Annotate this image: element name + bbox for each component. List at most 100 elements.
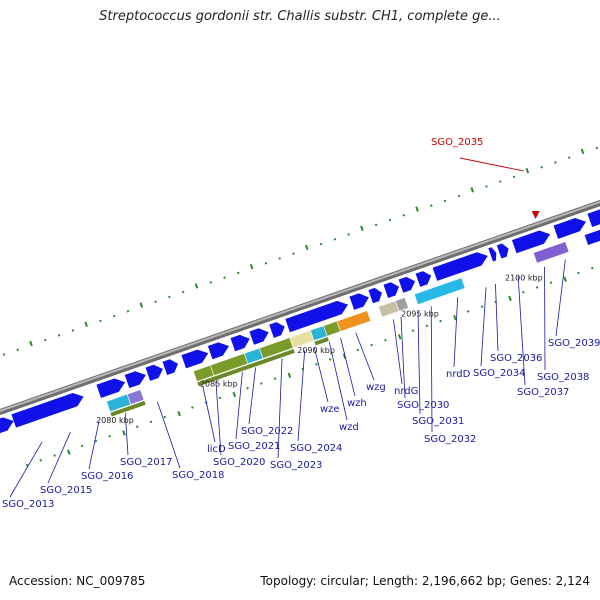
tick-mark-lower xyxy=(563,276,567,282)
tick-mark-lower xyxy=(522,290,525,294)
tick-mark-upper xyxy=(457,194,461,198)
gene-label: SGO_2036 xyxy=(490,353,542,364)
gene-label: wzd xyxy=(339,422,359,433)
kbp-mark-label: 2100 kbp xyxy=(505,273,543,282)
tick-mark-lower xyxy=(425,324,429,328)
tick-mark-upper xyxy=(292,252,295,255)
tick-mark-lower xyxy=(549,281,553,284)
gene-leader-line xyxy=(480,287,487,367)
gene-arrow xyxy=(181,349,209,369)
gene-label: SGO_2023 xyxy=(270,460,322,471)
tick-mark-upper xyxy=(126,310,130,313)
gene-arrow xyxy=(230,334,250,352)
gene-arrow xyxy=(415,271,432,287)
gene-category-box xyxy=(336,310,372,332)
kbp-mark-label: 2095 kbp xyxy=(401,310,439,319)
tick-mark-lower xyxy=(122,430,126,436)
tick-mark-upper xyxy=(580,148,585,155)
gene-arrow xyxy=(488,247,497,262)
gene-category-box xyxy=(395,297,409,312)
gene-label: SGO_2038 xyxy=(537,372,589,383)
gene-label: SGO_2017 xyxy=(120,457,172,468)
gene-leader-line xyxy=(277,358,283,459)
gene-arrow xyxy=(0,417,14,435)
tick-mark-lower xyxy=(232,391,237,398)
tick-mark-upper xyxy=(485,185,488,188)
gene-arrow xyxy=(145,364,163,381)
tick-mark-upper xyxy=(554,161,557,164)
gene-category-box xyxy=(378,300,400,318)
gene-label: licD xyxy=(207,444,226,455)
tick-mark-lower xyxy=(163,415,167,419)
gene-leader-line xyxy=(517,276,526,386)
tick-mark-lower xyxy=(177,410,181,417)
accession-text: Accession: NC_009785 xyxy=(9,574,146,588)
tick-mark-lower xyxy=(39,459,43,462)
gene-leader-line xyxy=(430,306,433,433)
tick-mark-lower xyxy=(535,286,539,289)
gene-label: SGO_2039 xyxy=(548,338,600,349)
gene-arrow xyxy=(349,293,369,310)
gene-label: SGO_2013 xyxy=(2,499,54,510)
gene-leader-line xyxy=(202,385,216,443)
tick-mark-upper xyxy=(304,244,309,251)
gene-leader-line xyxy=(555,259,566,337)
tick-mark-lower xyxy=(260,382,263,385)
tick-mark-upper xyxy=(44,338,47,342)
gene-leader-line xyxy=(248,367,256,425)
gene-leader-line xyxy=(156,401,181,469)
gene-label: SGO_2031 xyxy=(412,416,464,427)
tick-mark-lower xyxy=(315,362,318,366)
gene-leader-line xyxy=(495,283,499,352)
tick-mark-upper xyxy=(57,334,61,337)
gene-arrow xyxy=(207,342,230,360)
tick-mark-upper xyxy=(540,165,543,169)
tick-mark-lower xyxy=(273,377,277,380)
tick-mark-lower xyxy=(466,310,470,313)
gene-label: SGO_2032 xyxy=(424,434,476,445)
tick-mark-upper xyxy=(181,290,185,294)
tick-mark-lower xyxy=(287,372,292,378)
tick-mark-upper xyxy=(470,187,474,193)
tick-mark-lower xyxy=(67,449,71,455)
tick-mark-upper xyxy=(278,257,281,260)
tick-mark-lower xyxy=(590,266,594,270)
tick-mark-lower xyxy=(94,439,98,443)
genome-title: Streptococcus gordonii str. Challis subs… xyxy=(99,9,501,24)
tick-mark-lower xyxy=(577,271,580,275)
tick-mark-upper xyxy=(388,218,392,222)
tick-mark-upper xyxy=(415,206,419,212)
gene-label: SGO_2018 xyxy=(172,470,224,481)
highlight-gene-label: SGO_2035 xyxy=(431,137,483,148)
gene-arrow xyxy=(124,371,146,389)
tick-mark-lower xyxy=(508,295,512,302)
tick-mark-lower xyxy=(191,406,194,409)
gene-arrow xyxy=(249,328,269,345)
gene-category-box xyxy=(413,277,466,305)
gene-label: nrdD xyxy=(446,369,471,380)
gene-label: nrdG xyxy=(394,386,418,397)
gene-leader-line xyxy=(393,319,403,385)
tick-mark-lower xyxy=(439,319,442,323)
tick-mark-lower xyxy=(384,338,387,342)
kbp-mark-label: 2085 kbp xyxy=(200,380,238,389)
tick-mark-upper xyxy=(249,263,254,270)
tick-mark-upper xyxy=(347,233,350,236)
gene-category-bar xyxy=(110,400,146,417)
gene-arrow xyxy=(285,300,349,333)
gene-label: SGO_2030 xyxy=(397,400,449,411)
gene-arrow xyxy=(368,287,383,304)
gene-leader-line xyxy=(297,350,306,442)
gene-leader-line xyxy=(47,431,71,484)
tick-mark-lower xyxy=(370,343,373,347)
gene-arrow xyxy=(162,359,179,375)
gene-category-bar xyxy=(197,348,295,387)
tick-mark-lower xyxy=(411,329,415,332)
tick-mark-upper xyxy=(237,271,240,275)
gene-arrow xyxy=(432,252,488,281)
tick-mark-lower xyxy=(246,386,249,390)
tick-mark-lower xyxy=(397,334,402,340)
gene-arrow xyxy=(398,276,416,293)
